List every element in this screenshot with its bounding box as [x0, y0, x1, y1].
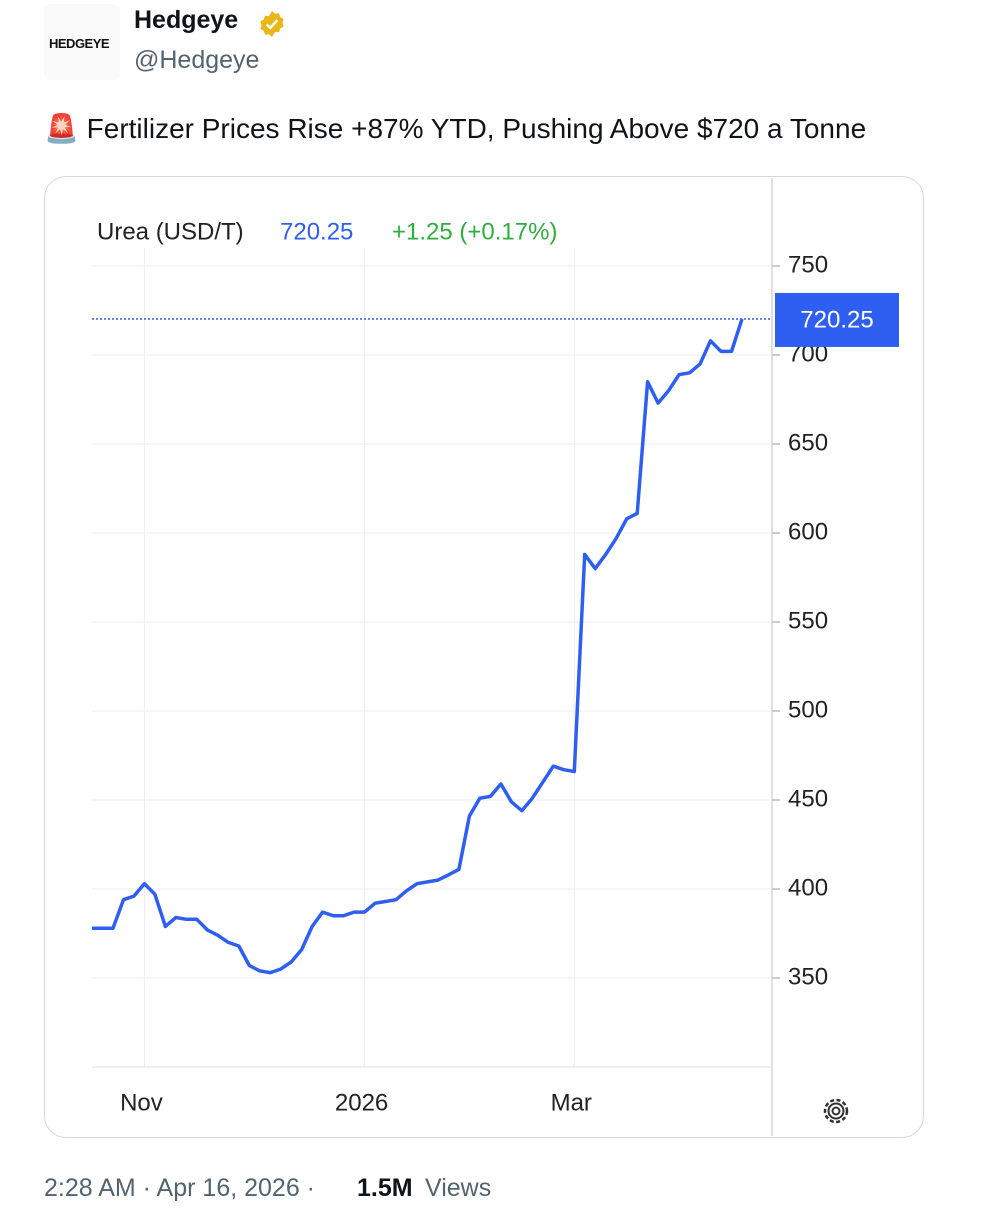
price-line: [92, 318, 744, 975]
y-tick-label: 550: [788, 607, 828, 634]
timestamp[interactable]: 2:28 AM · Apr 16, 2026 ·: [44, 1174, 315, 1202]
settings-icon[interactable]: [823, 1098, 849, 1124]
author-handle[interactable]: @Hedgeye: [134, 46, 260, 74]
author-name[interactable]: Hedgeye: [134, 6, 239, 34]
y-tick-label: 600: [788, 518, 828, 545]
y-tick-label: 400: [788, 874, 828, 901]
x-tick-label: Mar: [551, 1089, 592, 1116]
last-price-label: 720.25: [800, 306, 873, 333]
y-tick-label: 750: [788, 251, 828, 278]
chart-card: [44, 176, 924, 1138]
verified-badge: [260, 11, 284, 37]
y-tick-label: 450: [788, 785, 828, 812]
avatar: [44, 4, 120, 80]
chart-title: Urea (USD/T): [97, 218, 244, 245]
avatar-text: HEDGEYE: [49, 36, 110, 51]
y-tick-label: 500: [788, 696, 828, 723]
last-price-box: [775, 292, 899, 347]
price-change: +1.25 (+0.17%): [392, 218, 557, 245]
x-tick-label: Nov: [120, 1089, 163, 1116]
views-label: Views: [425, 1174, 492, 1202]
views-count: 1.5M: [357, 1174, 413, 1202]
y-tick-label: 650: [788, 429, 828, 456]
y-tick-label: 350: [788, 963, 828, 990]
x-tick-label: 2026: [335, 1089, 388, 1116]
last-price: 720.25: [280, 218, 353, 245]
tweet-text: 🚨 Fertilizer Prices Rise +87% YTD, Pushi…: [44, 113, 867, 144]
